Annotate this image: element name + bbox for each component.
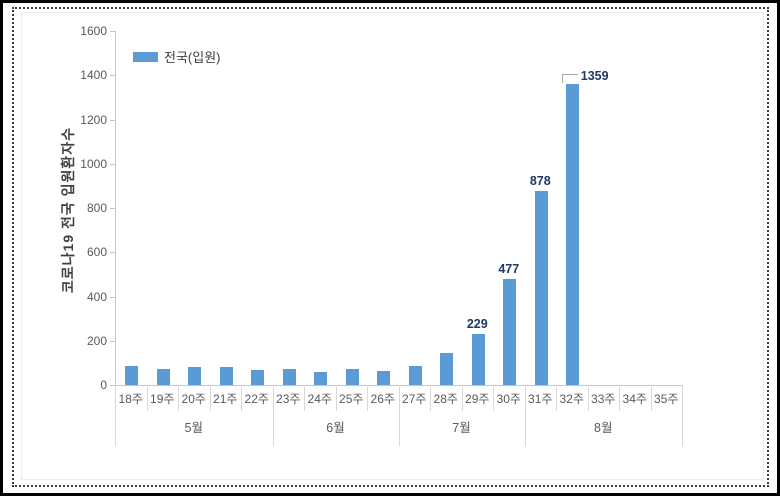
x-week-label: 26주 [370, 392, 395, 406]
x-week-label: 25주 [339, 392, 364, 406]
x-week-label: 28주 [433, 392, 458, 406]
y-tick-mark [110, 385, 115, 386]
x-month-label: 7월 [452, 421, 471, 435]
x-week-label: 35주 [654, 392, 679, 406]
y-tick-mark [110, 163, 115, 165]
y-tick-label: 200 [86, 333, 107, 348]
bar-value-label: 1359 [580, 69, 609, 84]
x-week-label: 21주 [213, 392, 238, 406]
week-separator [430, 385, 431, 411]
label-leader-line [561, 74, 578, 84]
week-separator [650, 385, 652, 411]
x-week-label: 19주 [150, 392, 175, 406]
x-week-label: 33주 [591, 392, 616, 406]
y-tick-label: 800 [86, 201, 107, 215]
week-separator [461, 385, 463, 411]
bar [125, 365, 139, 385]
week-separator [178, 385, 179, 411]
month-separator [524, 385, 526, 446]
bar-value-label: 229 [466, 317, 488, 332]
bar [156, 369, 170, 385]
y-tick-mark [110, 208, 115, 209]
y-tick-label: 1400 [80, 68, 107, 83]
legend: 전국(입원) [133, 47, 221, 66]
x-week-label: 18주 [118, 392, 143, 406]
bar [566, 84, 580, 385]
week-separator [241, 385, 242, 411]
x-week-label: 24주 [307, 392, 332, 406]
y-tick-label: 1000 [80, 156, 107, 171]
x-week-label: 32주 [559, 392, 584, 406]
y-tick-mark [110, 31, 115, 32]
x-week-label: 27주 [402, 392, 427, 406]
week-separator [619, 385, 620, 411]
y-tick-mark [110, 119, 115, 121]
bar [188, 367, 202, 385]
week-separator [146, 385, 148, 411]
bar [251, 369, 265, 385]
x-month-label: 5월 [184, 421, 203, 435]
week-separator [556, 385, 557, 411]
y-tick-label: 600 [86, 245, 107, 260]
legend-swatch-icon [133, 51, 158, 62]
week-separator [493, 385, 494, 411]
plot-area [115, 31, 683, 386]
week-separator [304, 385, 305, 411]
month-separator [272, 385, 274, 446]
bar [534, 190, 548, 385]
week-separator [209, 385, 211, 411]
y-tick-mark [110, 296, 115, 298]
bar [314, 371, 328, 385]
month-separator [115, 385, 116, 446]
x-week-label: 31주 [528, 392, 553, 406]
bar-value-label: 878 [529, 173, 551, 188]
y-tick-label: 1200 [80, 112, 107, 127]
bar [282, 369, 296, 385]
y-tick-mark [110, 340, 115, 342]
x-month-label: 8월 [594, 421, 613, 435]
bar [408, 365, 422, 385]
x-week-label: 29주 [465, 392, 490, 406]
y-tick-label: 0 [100, 378, 107, 392]
y-tick-mark [110, 252, 115, 254]
x-week-label: 30주 [496, 392, 521, 406]
week-separator [367, 385, 368, 411]
month-separator [398, 385, 400, 446]
y-tick-label: 400 [86, 289, 107, 304]
legend-label: 전국(입원) [164, 50, 221, 65]
x-week-label: 23주 [276, 392, 301, 406]
month-separator [682, 385, 683, 446]
bar [377, 371, 391, 385]
x-month-label: 6월 [326, 421, 345, 435]
bar [440, 352, 454, 385]
x-week-label: 34주 [622, 392, 647, 406]
bar [219, 367, 233, 385]
bar [503, 279, 517, 385]
week-separator [587, 385, 589, 411]
bar [345, 369, 359, 385]
bar [471, 334, 485, 385]
bar-value-label: 477 [498, 262, 520, 277]
week-separator [335, 385, 337, 411]
x-week-label: 22주 [244, 392, 269, 406]
y-tick-label: 1600 [80, 24, 107, 38]
y-tick-mark [110, 75, 115, 77]
x-week-label: 20주 [181, 392, 206, 406]
chart-area-frame [21, 12, 764, 480]
